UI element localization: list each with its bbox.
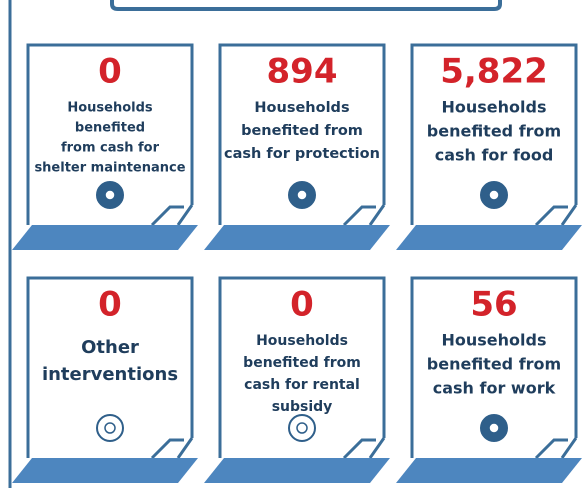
card-border bbox=[26, 276, 194, 458]
card: 0 Households benefited from cash for rental… bbox=[204, 276, 390, 483]
card-fold bbox=[534, 204, 578, 227]
card-value: 56 bbox=[470, 285, 517, 325]
card-fold bbox=[342, 437, 386, 460]
card-border bbox=[218, 276, 386, 458]
card-label: cash for protection bbox=[224, 146, 380, 162]
card-value: 894 bbox=[267, 52, 338, 92]
card-label: cash for food bbox=[435, 146, 554, 165]
card-label: subsidy bbox=[272, 399, 333, 415]
card-label: Other bbox=[81, 337, 139, 358]
card-fold bbox=[342, 204, 386, 227]
card-value: 5,822 bbox=[440, 52, 548, 92]
card-label: benefited from bbox=[241, 123, 363, 139]
card-label: Households bbox=[67, 101, 153, 116]
card-fold bbox=[150, 204, 194, 227]
card-fold bbox=[150, 437, 194, 460]
card-icon bbox=[288, 414, 316, 442]
card-label: Households bbox=[256, 333, 348, 349]
card: 894 Households benefited from cash for prot… bbox=[204, 43, 390, 250]
card-icon-detail bbox=[296, 422, 308, 434]
card-band bbox=[204, 458, 390, 483]
card-label: Households bbox=[254, 100, 349, 116]
banner-edge bbox=[110, 0, 502, 11]
card-label: cash for work bbox=[433, 379, 556, 398]
card: 0 Other interventions bbox=[12, 276, 198, 483]
card-band bbox=[12, 458, 198, 483]
card-border bbox=[410, 276, 578, 458]
card-band bbox=[396, 458, 582, 483]
card-label: shelter maintenance bbox=[34, 161, 185, 176]
card-icon-detail bbox=[488, 189, 500, 201]
card-label: benefited from bbox=[427, 122, 561, 141]
card-label: Households bbox=[442, 98, 547, 117]
card-border bbox=[218, 43, 386, 225]
card-label: cash for rental bbox=[244, 377, 360, 393]
card-value: 0 bbox=[290, 285, 314, 325]
card-icon-detail bbox=[104, 422, 116, 434]
card-label: Households bbox=[442, 331, 547, 350]
card-border bbox=[410, 43, 578, 225]
card-border bbox=[26, 43, 194, 225]
card-icon-detail bbox=[104, 189, 116, 201]
card: 0 Households benefited from cash for shelter… bbox=[12, 43, 198, 250]
card: 5,822 Households benefited from cash for fo… bbox=[396, 43, 582, 250]
card-label: from cash for bbox=[61, 141, 160, 156]
card-band bbox=[204, 225, 390, 250]
card-value: 0 bbox=[98, 285, 122, 325]
card-band bbox=[396, 225, 582, 250]
card: 56 Households benefited from cash for work bbox=[396, 276, 582, 483]
card-label: benefited from bbox=[243, 355, 361, 371]
card-icon-detail bbox=[296, 189, 308, 201]
card-icon-detail bbox=[488, 422, 500, 434]
card-label: benefited bbox=[75, 121, 145, 136]
card-band bbox=[12, 225, 198, 250]
card-fold bbox=[534, 437, 578, 460]
card-value: 0 bbox=[98, 52, 122, 92]
card-label: benefited from bbox=[427, 355, 561, 374]
card-label: interventions bbox=[42, 364, 178, 385]
card-icon bbox=[96, 414, 124, 442]
